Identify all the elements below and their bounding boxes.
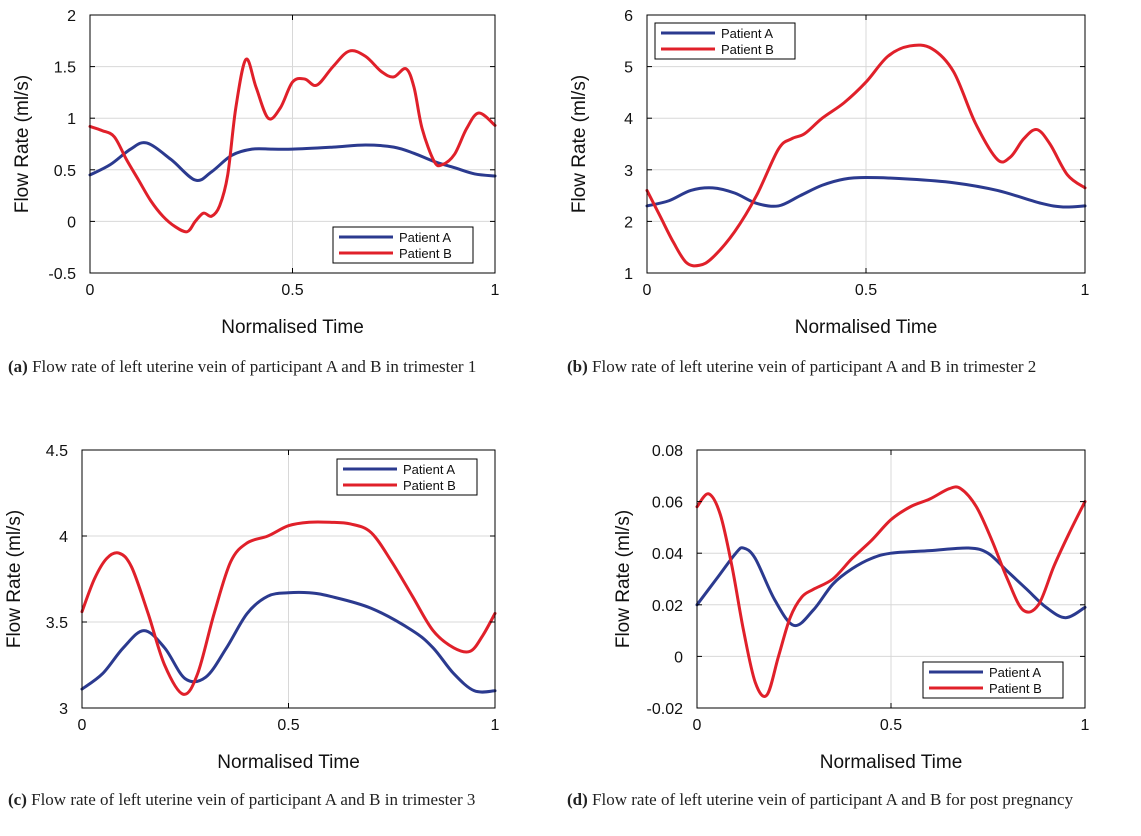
legend-label-patient-a: Patient A [399, 230, 451, 245]
x-axis-label-a: Normalised Time [221, 317, 364, 338]
legend-label-patient-a: Patient A [721, 26, 773, 41]
series-line-patient-b-b [645, 43, 1087, 268]
series-line-patient-b-c [80, 520, 497, 696]
x-tick-label: 1 [491, 717, 500, 734]
x-axis-label-b: Normalised Time [795, 317, 938, 338]
line-chart-b: 0 0.5 1 1 2 3 4 5 6 Normalised Time Flow Rate (ml/… [569, 8, 1090, 338]
y-tick-label: -0.5 [48, 266, 76, 283]
grid-lines-b [647, 15, 1085, 273]
x-tick-label: 0.5 [281, 282, 303, 299]
y-tick-label: 1 [624, 266, 633, 283]
y-tick-label: 0.5 [54, 163, 76, 180]
legend-label-patient-a: Patient A [403, 462, 455, 477]
y-tick-label: 0.08 [652, 443, 683, 460]
line-chart-a: 0 0.5 1 -0.5 0 0.5 1 1.5 2 Normalised Time Flow Ra… [12, 8, 500, 338]
x-tick-label: 1 [491, 282, 500, 299]
y-tick-label: 0.02 [652, 598, 683, 615]
chart-caption-b: (b) Flow rate of left uterine vein of pa… [567, 356, 1117, 378]
y-tick-label: 5 [624, 60, 633, 77]
caption-label-a: (a) [8, 357, 28, 376]
chart-caption-c: (c) Flow rate of left uterine vein of pa… [8, 789, 548, 811]
caption-label-d: (d) [567, 790, 588, 809]
series-line-patient-a-d [695, 546, 1087, 628]
y-tick-label: 0.04 [652, 546, 683, 563]
y-tick-label: -0.02 [647, 701, 684, 718]
caption-label-b: (b) [567, 357, 588, 376]
line-chart-d: 0 0.5 1 -0.02 0 0.02 0.04 0.06 0.08 Normalised Ti… [613, 443, 1090, 773]
caption-text-a: Flow rate of left uterine vein of partic… [32, 357, 477, 376]
x-tick-label: 0.5 [277, 717, 299, 734]
caption-text-c: Flow rate of left uterine vein of partic… [31, 790, 476, 809]
y-tick-label: 0 [67, 214, 76, 231]
y-tick-label: 0 [674, 649, 683, 666]
y-tick-label: 3 [59, 701, 68, 718]
y-tick-label: 2 [624, 214, 633, 231]
x-tick-label: 0 [78, 717, 87, 734]
y-tick-label: 1.5 [54, 60, 76, 77]
legend-label-patient-b: Patient B [989, 681, 1042, 696]
series-line-patient-b-d [695, 485, 1087, 698]
x-tick-label: 0.5 [880, 717, 902, 734]
legend-label-patient-a: Patient A [989, 665, 1041, 680]
y-tick-label: 4 [59, 529, 68, 546]
y-tick-label: 3 [624, 163, 633, 180]
x-axis-label-c: Normalised Time [217, 752, 360, 773]
chart-caption-a: (a) Flow rate of left uterine vein of pa… [8, 356, 548, 378]
series-line-patient-a-c [80, 590, 497, 694]
legend-label-patient-b: Patient B [721, 42, 774, 57]
y-tick-label: 4 [624, 111, 633, 128]
caption-text-b: Flow rate of left uterine vein of partic… [592, 357, 1037, 376]
y-tick-label: 6 [624, 8, 633, 25]
caption-text-d: Flow rate of left uterine vein of partic… [592, 790, 1074, 809]
x-tick-label: 0 [86, 282, 95, 299]
y-axis-label-d: Flow Rate (ml/s) [613, 510, 634, 648]
legend-box [336, 458, 478, 496]
legend-box [654, 22, 796, 60]
legend-label-patient-b: Patient B [403, 478, 456, 493]
y-tick-label: 2 [67, 8, 76, 25]
caption-label-c: (c) [8, 790, 27, 809]
grid-lines-a [90, 15, 495, 273]
y-axis-label-c: Flow Rate (ml/s) [4, 510, 25, 648]
legend-box [332, 226, 474, 264]
legend-box [922, 661, 1064, 699]
y-axis-label-b: Flow Rate (ml/s) [569, 75, 590, 213]
line-chart-c: 0 0.5 1 3 3.5 4 4.5 Normalised Time Flow Rate (m… [4, 443, 500, 773]
x-tick-label: 1 [1081, 717, 1090, 734]
x-axis-label-d: Normalised Time [820, 752, 963, 773]
series-line-patient-b-a [88, 49, 497, 234]
x-tick-label: 0.5 [855, 282, 877, 299]
x-tick-label: 0 [643, 282, 652, 299]
y-tick-label: 1 [67, 111, 76, 128]
y-tick-label: 4.5 [46, 443, 68, 460]
y-tick-label: 0.06 [652, 495, 683, 512]
y-axis-label-a: Flow Rate (ml/s) [12, 75, 33, 213]
series-line-patient-a-b [645, 176, 1087, 209]
legend-label-patient-b: Patient B [399, 246, 452, 261]
x-tick-label: 0 [693, 717, 702, 734]
chart-caption-d: (d) Flow rate of left uterine vein of pa… [567, 789, 1117, 811]
y-tick-label: 3.5 [46, 615, 68, 632]
x-tick-label: 1 [1081, 282, 1090, 299]
